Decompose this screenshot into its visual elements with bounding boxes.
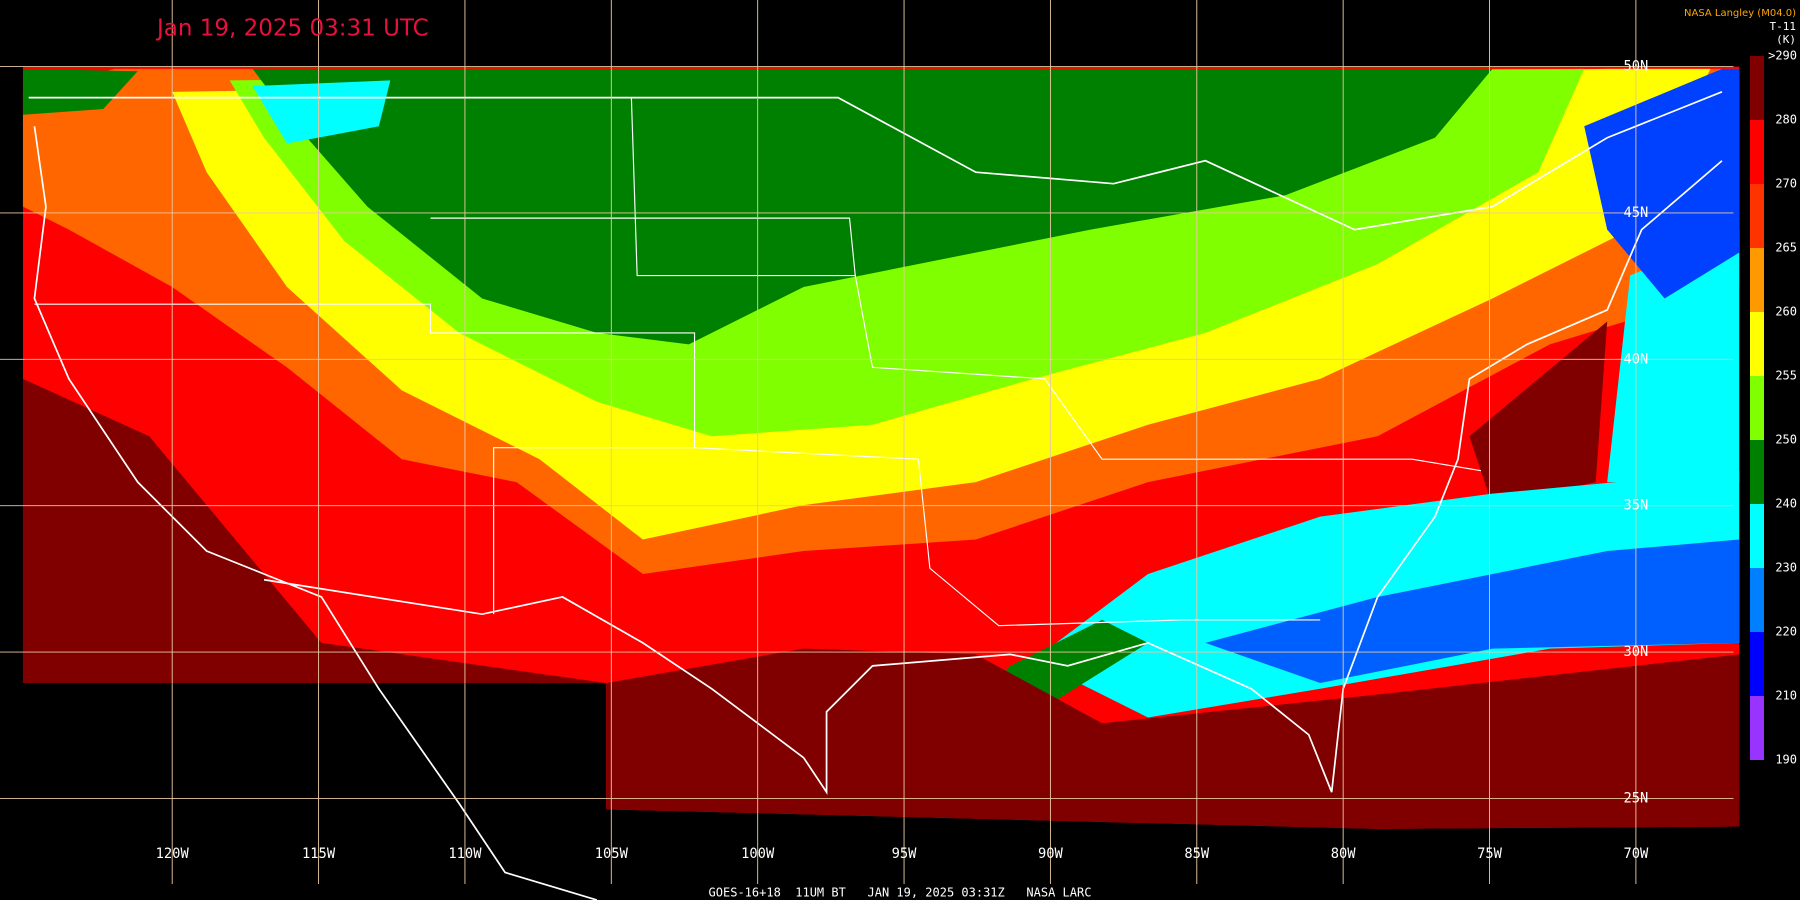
ir-green bbox=[22, 68, 138, 115]
state-line bbox=[34, 303, 696, 615]
colorbar-swatch bbox=[1750, 696, 1764, 760]
longitude-label: 95W bbox=[892, 846, 918, 862]
ir-cyan bbox=[1607, 229, 1740, 483]
colorbar-swatch bbox=[1750, 56, 1764, 120]
longitude-label: 70W bbox=[1623, 846, 1649, 862]
ir-blue bbox=[1584, 68, 1740, 299]
colorbar-label: 220 bbox=[1775, 625, 1797, 639]
ir-blue bbox=[1205, 539, 1740, 684]
colorbar-swatch bbox=[1750, 568, 1764, 632]
border bbox=[263, 160, 1723, 795]
colorbar-label: 270 bbox=[1775, 177, 1797, 191]
latitude-label: 35N bbox=[1623, 498, 1648, 514]
map-layer: 120W 115W 110W 105W 100W 95W 90W 85W 80W 75W 70W 50… bbox=[0, 0, 1740, 900]
longitude-label: 90W bbox=[1038, 846, 1064, 862]
ir-darkred bbox=[606, 648, 1740, 829]
state-line bbox=[694, 447, 1321, 627]
state-line bbox=[630, 97, 1482, 472]
colorbar-swatch bbox=[1750, 120, 1764, 184]
latitude-label: 50N bbox=[1623, 59, 1648, 75]
ir-cyan bbox=[1033, 470, 1740, 718]
colorbar-swatch bbox=[1750, 504, 1764, 568]
colorbar-label: 265 bbox=[1775, 241, 1797, 255]
colorbar-swatch bbox=[1750, 248, 1764, 312]
state-line bbox=[430, 217, 856, 276]
colorbar-swatch bbox=[1750, 632, 1764, 696]
colorbar-label: 250 bbox=[1775, 433, 1797, 447]
colorbar-label: 280 bbox=[1775, 113, 1797, 127]
ir-darkred bbox=[22, 378, 607, 684]
border bbox=[28, 91, 1723, 231]
latitude-label: 30N bbox=[1623, 644, 1648, 660]
legend-unit: (K) bbox=[1776, 33, 1796, 46]
ir-darkred bbox=[1469, 321, 1608, 506]
colorbar-label: 240 bbox=[1775, 497, 1797, 511]
longitude-label: 85W bbox=[1184, 846, 1210, 862]
latitude-label: 45N bbox=[1623, 205, 1648, 221]
colorbar-label: 230 bbox=[1775, 561, 1797, 575]
ir-cyan bbox=[252, 80, 391, 144]
colorbar-label: 255 bbox=[1775, 369, 1797, 383]
longitude-label: 75W bbox=[1477, 846, 1503, 862]
longitude-label: 110W bbox=[448, 846, 482, 862]
source: NASA Langley (M04.0) bbox=[1684, 8, 1796, 19]
latitude-label: 40N bbox=[1623, 351, 1648, 367]
longitude-label: 105W bbox=[595, 846, 629, 862]
longitude-label: 80W bbox=[1331, 846, 1357, 862]
colorbar-swatch bbox=[1750, 312, 1764, 376]
colorbar-swatch bbox=[1750, 376, 1764, 440]
footer: GOES-16+18 11UM BT JAN 19, 2025 03:31Z N… bbox=[709, 886, 1092, 900]
longitude-label: 100W bbox=[741, 846, 775, 862]
colorbar-label: 210 bbox=[1775, 689, 1797, 703]
ir-green bbox=[252, 68, 1493, 345]
coastline bbox=[33, 126, 598, 900]
latitude-label: 25N bbox=[1623, 790, 1648, 806]
colorbar bbox=[1742, 54, 1800, 784]
legend-title: T-11 bbox=[1770, 20, 1797, 33]
colorbar-label: 260 bbox=[1775, 305, 1797, 319]
colorbar-label: >290 bbox=[1768, 49, 1797, 63]
colorbar-swatch bbox=[1750, 184, 1764, 248]
title: Jan 19, 2025 03:31 UTC bbox=[155, 16, 429, 42]
colorbar-label: 190 bbox=[1775, 753, 1797, 767]
colorbar-swatch bbox=[1750, 440, 1764, 504]
longitude-label: 115W bbox=[302, 846, 336, 862]
longitude-label: 120W bbox=[156, 846, 190, 862]
